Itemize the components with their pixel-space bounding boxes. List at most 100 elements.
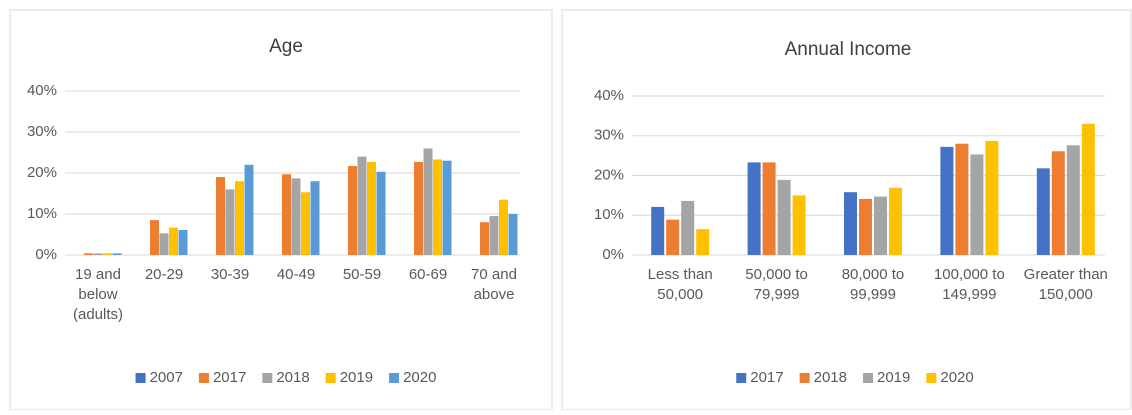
legend-label: 2019 bbox=[340, 369, 373, 386]
y-tick-label: 30% bbox=[594, 127, 624, 144]
x-tick-label: Less than 50,000 bbox=[647, 266, 713, 303]
bar bbox=[489, 216, 499, 255]
panel bbox=[9, 9, 553, 411]
bar bbox=[103, 253, 112, 255]
y-tick-label: 10% bbox=[594, 206, 624, 223]
bar bbox=[423, 148, 433, 255]
x-tick-label-box: 20-29 bbox=[144, 266, 184, 283]
legend-label: 2017 bbox=[213, 369, 246, 386]
legend-swatch bbox=[325, 373, 336, 383]
bar bbox=[499, 199, 508, 255]
legend: 2017 2018 2019 2020 bbox=[736, 369, 974, 386]
x-tick-label: 50,000 to 79,999 bbox=[745, 266, 808, 303]
legend-label: 2017 bbox=[750, 369, 783, 386]
legend-swatch bbox=[736, 373, 747, 383]
bar bbox=[940, 146, 954, 255]
legend-swatch bbox=[799, 373, 810, 383]
bar bbox=[84, 253, 93, 255]
legend-label: 2018 bbox=[276, 369, 309, 386]
x-tick-label-box: 40-49 bbox=[276, 266, 316, 283]
chart-title: Annual Income bbox=[785, 39, 912, 60]
x-tick-label: 100,000 to 149,999 bbox=[933, 266, 1005, 303]
bar bbox=[159, 233, 169, 255]
y-tick-label: 20% bbox=[594, 166, 624, 183]
legend-label: 2020 bbox=[403, 369, 436, 386]
bar bbox=[282, 174, 291, 255]
legend-swatch bbox=[135, 373, 146, 383]
bar bbox=[681, 200, 695, 255]
bar bbox=[442, 160, 452, 255]
bar bbox=[225, 189, 235, 255]
legend-swatch bbox=[926, 373, 937, 383]
x-tick-label: 50-59 bbox=[342, 266, 382, 283]
bar bbox=[216, 177, 225, 255]
x-tick-label-box: 19 and below (adults) bbox=[72, 266, 124, 323]
bar bbox=[301, 192, 310, 255]
bar bbox=[178, 229, 188, 255]
y-tick-label: 10% bbox=[27, 205, 57, 222]
bar bbox=[112, 253, 122, 255]
x-tick-label: 80,000 to 99,999 bbox=[841, 266, 905, 303]
bar bbox=[651, 206, 665, 255]
bar bbox=[367, 161, 376, 255]
x-tick-label-box: 70 and above bbox=[471, 266, 517, 303]
legend-swatch bbox=[863, 373, 873, 383]
bar bbox=[955, 143, 969, 255]
y-tick-label: 30% bbox=[27, 123, 57, 140]
bar bbox=[1051, 151, 1065, 255]
x-tick-label: 70 and above bbox=[471, 266, 517, 303]
bar bbox=[792, 195, 806, 255]
bar bbox=[93, 253, 103, 255]
x-tick-label: 30-39 bbox=[210, 266, 250, 283]
bar bbox=[433, 159, 442, 255]
y-tick-label: 0% bbox=[602, 246, 624, 263]
x-tick-label-box: 50-59 bbox=[342, 266, 382, 283]
legend-swatch bbox=[198, 373, 209, 383]
bar bbox=[1036, 168, 1050, 255]
x-tick-label-box: 100,000 to 149,999 bbox=[933, 266, 1005, 303]
x-tick-label: Greater than 150,000 bbox=[1023, 266, 1108, 303]
x-tick-label-box: 50,000 to 79,999 bbox=[745, 266, 808, 303]
legend-swatch bbox=[389, 373, 400, 383]
bar bbox=[291, 178, 301, 255]
x-tick-label: 19 and below (adults) bbox=[72, 266, 124, 323]
bar bbox=[985, 140, 999, 255]
x-tick-label: 60-69 bbox=[408, 266, 448, 283]
x-tick-label-box: 30-39 bbox=[210, 266, 250, 283]
legend-label: 2020 bbox=[940, 369, 973, 386]
legend-swatch bbox=[262, 373, 273, 383]
bar bbox=[376, 171, 386, 255]
bar bbox=[859, 198, 872, 255]
y-tick-label: 0% bbox=[35, 246, 57, 263]
bar bbox=[696, 229, 710, 255]
bar bbox=[874, 196, 887, 255]
bar bbox=[844, 192, 857, 255]
legend-label: 2018 bbox=[814, 369, 847, 386]
bar bbox=[889, 187, 902, 255]
bar bbox=[357, 156, 367, 255]
bar bbox=[508, 214, 518, 255]
bar bbox=[1081, 123, 1095, 255]
bar bbox=[169, 227, 178, 255]
bar bbox=[480, 222, 489, 255]
bar bbox=[235, 181, 244, 255]
bar bbox=[1066, 145, 1080, 255]
x-tick-label: 20-29 bbox=[144, 266, 184, 283]
x-tick-label-box: Less than 50,000 bbox=[647, 266, 713, 303]
bar bbox=[747, 162, 761, 255]
bar bbox=[666, 219, 680, 255]
y-tick-label: 40% bbox=[27, 82, 57, 99]
bar bbox=[762, 162, 776, 255]
y-tick-label: 20% bbox=[27, 164, 57, 181]
bar bbox=[414, 161, 423, 255]
y-tick-label: 40% bbox=[594, 87, 624, 104]
x-tick-label-box: 60-69 bbox=[408, 266, 448, 283]
chart-title: Age bbox=[269, 36, 303, 57]
bar bbox=[348, 166, 357, 255]
bar bbox=[150, 220, 159, 255]
legend-label: 2007 bbox=[150, 369, 183, 386]
bar bbox=[970, 154, 984, 255]
x-tick-label-box: 80,000 to 99,999 bbox=[841, 266, 905, 303]
x-tick-label: 40-49 bbox=[276, 266, 316, 283]
